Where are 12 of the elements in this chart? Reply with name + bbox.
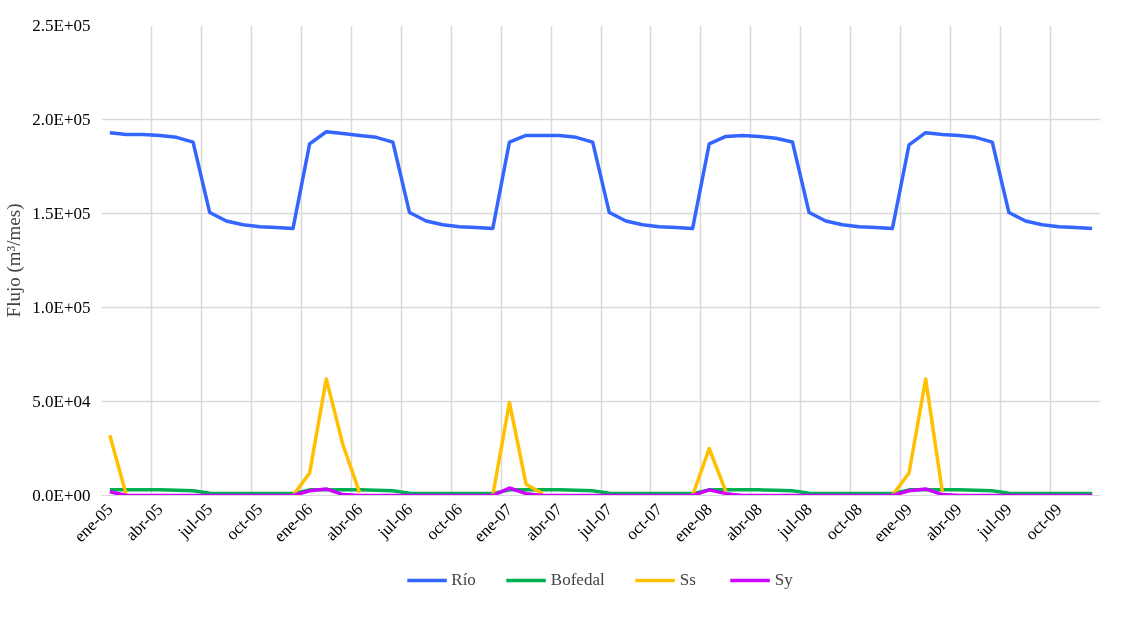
line-series bbox=[108, 129, 1094, 231]
legend-label: Río bbox=[451, 570, 476, 590]
y-tick-label: 2.5E+05 bbox=[32, 16, 91, 35]
legend-label: Ss bbox=[679, 570, 697, 590]
legend-label: Sy bbox=[774, 570, 794, 590]
y-tick-label: 5.0E+04 bbox=[32, 392, 91, 411]
legend-label: Bofedal bbox=[550, 570, 605, 590]
y-axis-title: Flujo (m³/mes) bbox=[3, 203, 26, 318]
y-tick-label: 0.0E+00 bbox=[32, 486, 91, 505]
y-tick-label: 2.0E+05 bbox=[32, 110, 91, 129]
y-tick-label: 1.5E+05 bbox=[32, 204, 91, 223]
y-tick-label: 1.0E+05 bbox=[32, 298, 91, 317]
